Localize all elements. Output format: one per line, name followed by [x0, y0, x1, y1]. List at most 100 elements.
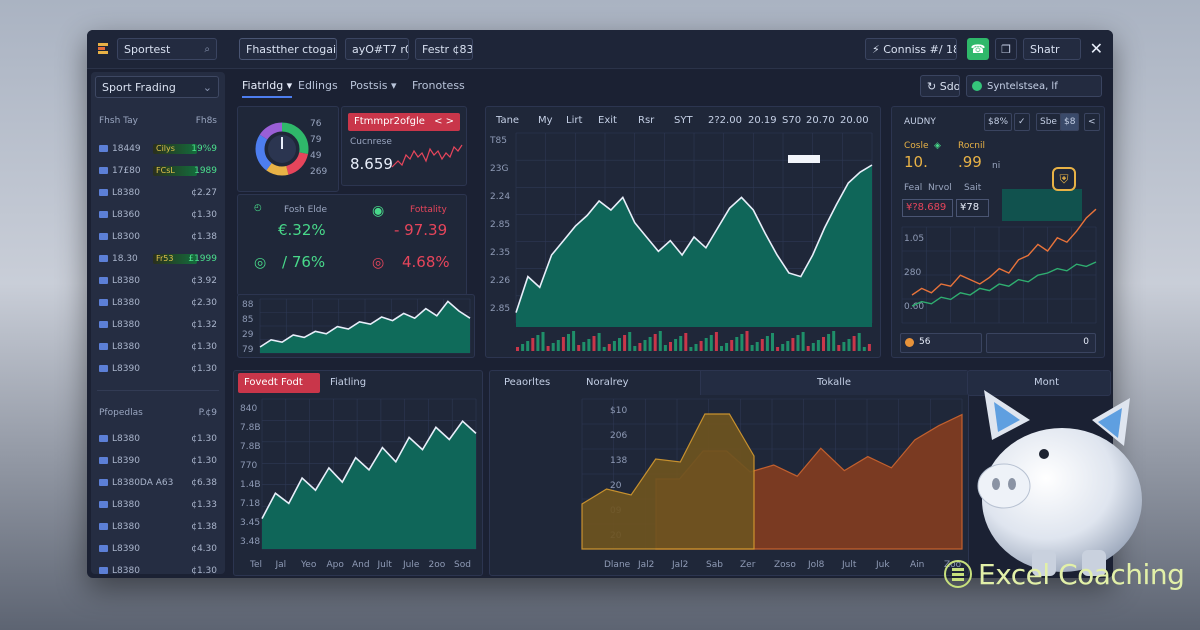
tab-postsis[interactable]: Postsis ▾ — [350, 79, 397, 92]
main-chart-header-item[interactable]: Tane — [496, 115, 520, 126]
refresh-button[interactable]: ↻ Sdo — [920, 75, 960, 97]
volume-bar — [755, 342, 759, 351]
main-chart-header-item[interactable]: 20.00 — [840, 115, 869, 126]
volume-bar — [837, 345, 841, 351]
sidebar-row[interactable]: L8380 ¢1.30 — [99, 564, 217, 578]
main-chart-header-item[interactable]: SYT — [674, 115, 693, 126]
row-value: ¢1.38 — [191, 522, 217, 532]
tab-mont[interactable]: Mont — [967, 370, 1111, 396]
tab-trading[interactable]: Fiatrldg ▾ — [242, 76, 293, 98]
volume-bar — [602, 347, 606, 351]
main-chart-header-item[interactable]: Exit — [598, 115, 617, 126]
flag-icon — [99, 167, 108, 174]
sport-select[interactable]: Sport Frading ⌄ — [95, 76, 219, 98]
right-footer-input[interactable]: 56 — [900, 333, 982, 353]
mini-chart-badge[interactable]: Ftmmpr2ofgle < > — [348, 113, 460, 131]
right-panel-tab[interactable]: ✓ — [1014, 113, 1030, 131]
donut-chart — [255, 122, 309, 176]
tab-bottom-left-active[interactable]: Fovedt Fodt — [238, 373, 320, 393]
right-chart: 1.05 280 0.60 — [901, 208, 1097, 324]
sidebar-row[interactable]: L8390 ¢1.30 — [99, 454, 217, 468]
symbol-search-input[interactable]: Syntelstsea, lf — [966, 75, 1102, 97]
flag-icon — [99, 545, 108, 552]
filter-dropdown[interactable]: Festr ¢83 ▾ — [415, 38, 473, 60]
tab-fronotess[interactable]: Fronotess — [412, 79, 465, 92]
sidebar-row[interactable]: L8380 ¢2.27 — [99, 186, 217, 200]
sidebar-divider — [97, 390, 219, 391]
small-area-chart: 88 85 29 79 — [242, 298, 471, 355]
tab-edlings[interactable]: Edlings — [298, 79, 338, 92]
row-code: L8300 — [112, 232, 140, 242]
sidebar-row[interactable]: L8380 ¢1.33 — [99, 498, 217, 512]
volume-bar — [765, 336, 769, 351]
label-b: Nrvol — [928, 183, 952, 193]
sidebar-row[interactable]: L8380 ¢3.92 — [99, 274, 217, 288]
copy-button[interactable]: ❐ — [995, 38, 1017, 60]
volume-bar — [735, 337, 739, 351]
search-input[interactable]: Sportest ⌕ — [117, 38, 217, 60]
right-panel-tab[interactable]: $8% — [984, 113, 1013, 131]
bottom-left-chart: 840 7.8B 7.8B 770 1.4B 7.18 3.45 3.48 Tel Jal Yeo A… — [240, 398, 477, 570]
tab-noralrey[interactable]: Noralrey — [586, 377, 629, 388]
flag-icon — [99, 457, 108, 464]
main-chart-header-item[interactable]: 20.19 — [748, 115, 777, 126]
sidebar-row[interactable]: L8380 ¢1.30 — [99, 340, 217, 354]
right-panel-tab[interactable]: $8 — [1060, 113, 1080, 131]
volume-bar — [786, 341, 790, 351]
bottom-mid-y-tick: 206 — [610, 431, 627, 441]
main-chart-header-item[interactable]: My — [538, 115, 553, 126]
close-icon[interactable]: ✕ — [1089, 39, 1103, 58]
right-footer-field[interactable]: 0 — [986, 333, 1096, 353]
title-chip[interactable]: Fhastther ctogaige — [239, 38, 337, 60]
sidebar-row[interactable]: L8380 ¢1.38 — [99, 520, 217, 534]
box2-value[interactable]: ¥78 — [956, 199, 989, 217]
volume-bar — [704, 338, 708, 351]
id-chip[interactable]: ayO#T7 r080 — [345, 38, 409, 60]
sidebar-row[interactable]: L8380DA A63 ¢6.38 — [99, 476, 217, 490]
sidebar-row[interactable]: L8380 ¢1.30 — [99, 432, 217, 446]
bottom-mid-x-tick: Jal2 — [637, 560, 654, 570]
volume-bar — [842, 342, 846, 351]
main-chart-header-item[interactable]: S70 — [782, 115, 802, 126]
sidebar-row[interactable]: 18.30 Fr53 £1999 — [99, 252, 217, 266]
share-button[interactable]: Shatr lrf — [1023, 38, 1081, 60]
right-panel-title: AUDNY — [904, 117, 936, 127]
sidebar-row[interactable]: 18449 Cilys 19%9 — [99, 142, 217, 156]
call-button[interactable]: ☎ — [967, 38, 989, 60]
bottom-mid-x-tick: Juk — [875, 560, 890, 570]
alert-icon: ◎ — [372, 255, 385, 271]
volume-bar — [832, 331, 836, 351]
sidebar-row[interactable]: L8390 ¢4.30 — [99, 542, 217, 556]
stat2-sub: ni — [992, 161, 1001, 171]
volume-bar — [531, 338, 535, 351]
sidebar-row[interactable]: L8300 ¢1.38 — [99, 230, 217, 244]
volume-bar — [714, 332, 718, 351]
sidebar-row[interactable]: L8360 ¢1.30 — [99, 208, 217, 222]
box1-value[interactable]: ¥?8.689 — [902, 199, 953, 217]
row-code: L8380 — [112, 500, 140, 510]
main-chart-y-tick: T85 — [489, 136, 507, 146]
main-chart-header-item[interactable]: 20.70 — [806, 115, 835, 126]
row-value: ¢4.30 — [191, 544, 217, 554]
volume-bar — [658, 331, 662, 351]
right-panel-tab[interactable]: < — [1084, 113, 1100, 131]
flag-icon — [99, 255, 108, 262]
main-chart-header-item[interactable]: 2?2.00 — [708, 115, 742, 126]
sidebar-row[interactable]: L8380 ¢1.32 — [99, 318, 217, 332]
tab-bottom-left-2[interactable]: Fiatling — [330, 377, 367, 388]
tab-tokalle[interactable]: Tokalle — [700, 371, 967, 395]
main-chart-header-item[interactable]: Lirt — [566, 115, 583, 126]
main-chart-y-tick: 2.26 — [490, 276, 510, 286]
sidebar-row[interactable]: L8380 ¢2.30 — [99, 296, 217, 310]
right-footer-right: 0 — [1083, 337, 1089, 347]
small-area-y-tick: 29 — [242, 330, 254, 340]
tab-peaorltes[interactable]: Peaorltes — [504, 377, 551, 388]
connect-button[interactable]: ⚡ Conniss #/ 180 — [865, 38, 957, 60]
main-chart-header-item[interactable]: Rsr — [638, 115, 655, 126]
clock-icon: ◴ — [254, 203, 262, 213]
refresh-label: Sdo — [939, 80, 960, 93]
sidebar-row[interactable]: L8390 ¢1.30 — [99, 362, 217, 376]
stat1-label: Cosle — [904, 141, 929, 151]
sidebar-row[interactable]: 17£80 FCsL 1989 — [99, 164, 217, 178]
flag-icon — [99, 523, 108, 530]
